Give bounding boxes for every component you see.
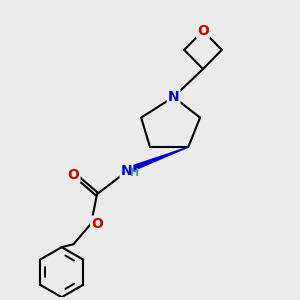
Text: O: O [68,168,80,182]
Text: O: O [197,24,209,38]
Text: N: N [168,90,179,104]
Text: N: N [121,164,132,178]
Text: O: O [91,217,103,231]
Polygon shape [125,147,188,173]
Text: H: H [130,168,139,178]
